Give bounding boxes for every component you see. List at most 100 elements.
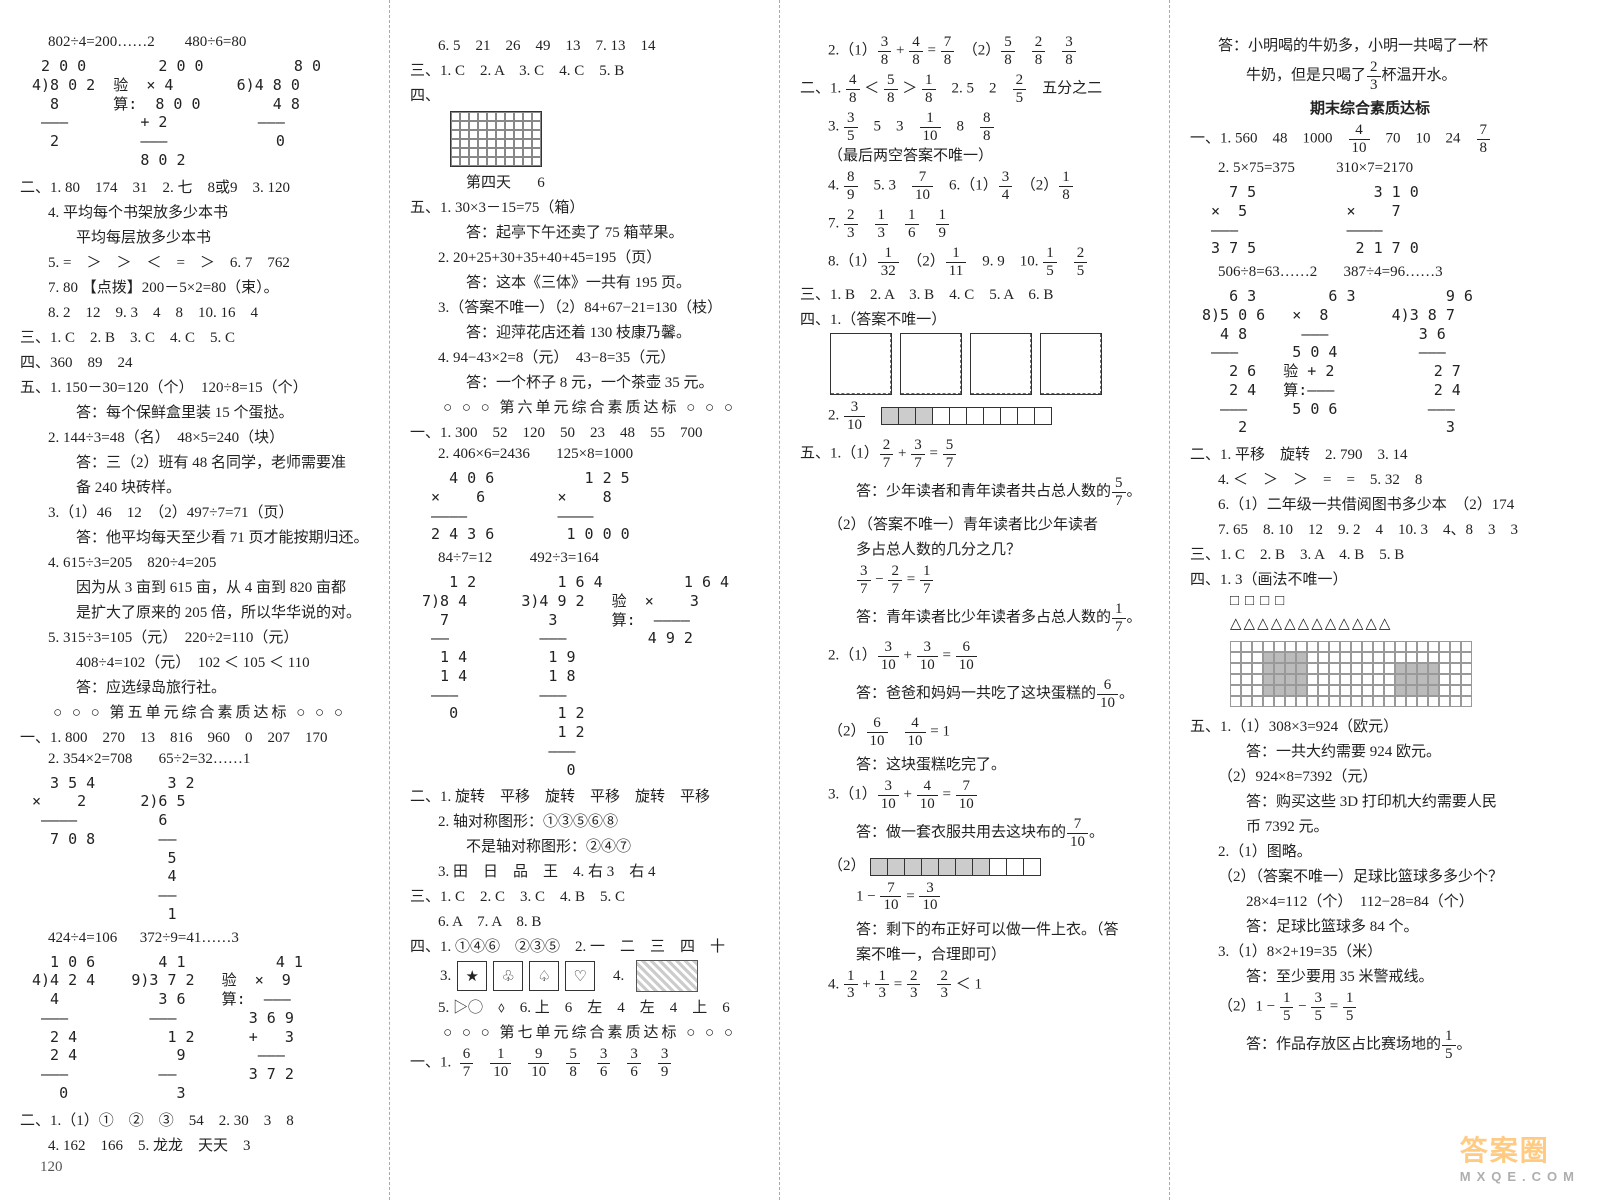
text-line: （2）1 − 15 − 35 = 15 (1190, 990, 1550, 1024)
text-line: 2. 5×75=375 310×7=2170 (1190, 160, 1550, 177)
text-line: △△△△△△△△△△△△ (1230, 614, 1550, 633)
text-line: （2）（答案不唯一）青年读者比少年读者 (800, 513, 1159, 534)
text-line: 2. 354×2=708 65÷2=32……1 (20, 751, 379, 768)
text-line: 答：迎萍花店还着 130 枝康乃馨。 (410, 321, 769, 342)
watermark: 答案圈 MXQE.COM (1460, 1129, 1580, 1184)
text-line: ○ ○ ○ 第六单元综合素质达标 ○ ○ ○ (410, 396, 769, 417)
text-line: 3.（答案不唯一）（2）84+67−21=130（枝） (410, 296, 769, 317)
column: 802÷4=200……2 480÷6=80 2 0 0 2 0 0 8 0 4)… (0, 0, 390, 1200)
text-line: 三、1. C 2. B 3. A 4. B 5. B (1190, 543, 1550, 564)
text-line: 答：少年读者和青年读者共占总人数的57。 (800, 475, 1159, 509)
text-line: 506÷8=63……2 387÷4=96……3 (1190, 264, 1550, 281)
text-line: 三、1. B 2. A 3. B 4. C 5. A 6. B (800, 283, 1159, 304)
text-line: 多占总人数的几分之几？ (800, 538, 1159, 559)
text-line: 答：剩下的布正好可以做一件上衣。（答 (800, 918, 1159, 939)
text-line: 3.（1）8×2+19=35（米） (1190, 940, 1550, 961)
text-line: 7. 23 13 16 19 (800, 207, 1159, 241)
text-line: 2. 310 (800, 399, 1159, 433)
text-line: 4. 13 + 13 = 23 23 ＜ 1 (800, 968, 1159, 1002)
column: 2.（1）38 + 48 = 78 （2）58 28 38二、1. 48 ＜ 5… (780, 0, 1170, 1200)
text-line: 答：他平均每天至少看 71 页才能按期归还。 (20, 526, 379, 547)
text-line: 不是轴对称图形：②④⑦ (410, 835, 769, 856)
text-line: 答：作品存放区占比赛场地的15。 (1190, 1028, 1550, 1062)
text-line: 8. 2 12 9. 3 4 8 10. 16 4 (20, 301, 379, 322)
text-line: 四、1. 3（画法不唯一） (1190, 568, 1550, 589)
text-line: 牛奶，但是只喝了23杯温开水。 (1190, 59, 1550, 93)
text-line: 二、1. 平移 旋转 2. 790 3. 14 (1190, 443, 1550, 464)
text-line: 答：这本《三体》一共有 195 页。 (410, 271, 769, 292)
text-line: 4. 89 5. 3 710 6.（1）34 （2）18 (800, 169, 1159, 203)
text-line: 第四天 6 (410, 171, 769, 192)
text-line: 3 5 4 3 2 × 2 2)6 5 ———— 6 7 0 8 —— 5 4 … (20, 772, 379, 926)
text-line: 5. 315÷3=105（元） 220÷2=110（元） (20, 626, 379, 647)
text-line: 2. 轴对称图形：①③⑤⑥⑧ (410, 810, 769, 831)
text-line: 答：这块蛋糕吃完了。 (800, 753, 1159, 774)
text-line: 五、1.（1）308×3=924（欧元） (1190, 715, 1550, 736)
text-line: 2.（1）图略。 (1190, 840, 1550, 861)
text-line: 二、1.（1）① ② ③ 54 2. 30 3 8 (20, 1109, 379, 1130)
text-line: 五、1. 30×3－15=75（箱） (410, 196, 769, 217)
text-line: 6. 5 21 26 49 13 7. 13 14 (410, 34, 769, 55)
text-line: 备 240 块砖样。 (20, 476, 379, 497)
text-line: 3. 35 5 3 110 8 88（最后两空答案不唯一） (800, 110, 1159, 165)
text-line: 408÷4=102（元） 102 ＜ 105 ＜ 110 (20, 651, 379, 672)
text-line: 28×4=112（个） 112−28=84（个） (1190, 890, 1550, 911)
text-line: 答：至少要用 35 米警戒线。 (1190, 965, 1550, 986)
text-line: 答：足球比篮球多 84 个。 (1190, 915, 1550, 936)
text-line: 四、 (410, 84, 769, 105)
text-line: 802÷4=200……2 480÷6=80 (20, 34, 379, 51)
text-line: 6 3 6 3 9 6 8)5 0 6 × 8 4)3 8 7 4 8 ——— … (1190, 285, 1550, 439)
text-line: 答：一共大约需要 924 欧元。 (1190, 740, 1550, 761)
text-line: （2）610 410 = 1 (800, 715, 1159, 749)
text-line: 4. 94−43×2=8（元） 43−8=35（元） (410, 346, 769, 367)
text-line: 1 − 710 = 310 (800, 880, 1159, 914)
text-line: 2. 144÷3=48（名） 48×5=240（块） (20, 426, 379, 447)
text-line: 是扩大了原来的 205 倍，所以华华说的对。 (20, 601, 379, 622)
column: 6. 5 21 26 49 13 7. 13 14 三、1. C 2. A 3. … (390, 0, 780, 1200)
text-line: 2. 406×6=2436 125×8=1000 (410, 446, 769, 463)
text-line: 3.（1）46 12 （2）497÷7=71（页） (20, 501, 379, 522)
text-line: 2. 20+25+30+35+40+45=195（页） (410, 246, 769, 267)
text-line: 答：小明喝的牛奶多，小明一共喝了一杯 (1190, 34, 1550, 55)
text-line: 7. 65 8. 10 12 9. 2 4 10. 3 4、8 3 3 (1190, 518, 1550, 539)
text-line: 84÷7=12 492÷3=164 (410, 550, 769, 567)
text-line: 期末综合素质达标 (1190, 97, 1550, 118)
text-line: ○ ○ ○ 第五单元综合素质达标 ○ ○ ○ (20, 701, 379, 722)
text-line: 5. ▷◯ ⬨ 6. 上 6 左 4 左 4 上 6 (410, 996, 769, 1017)
text-line: 4. ＜ ＞ ＞ = = 5. 32 8 (1190, 468, 1550, 489)
page-number: 120 (40, 1159, 63, 1176)
text-line: 424÷4=106 372÷9=41……3 (20, 930, 379, 947)
text-line: 答：起亭下午还卖了 75 箱苹果。 (410, 221, 769, 242)
text-line: 答：一个杯子 8 元，一个茶壶 35 元。 (410, 371, 769, 392)
text-line: 因为从 3 亩到 615 亩，从 4 亩到 820 亩都 (20, 576, 379, 597)
text-line: 4 0 6 1 2 5 × 6 × 8 ———— ———— 2 4 3 6 1 … (410, 467, 769, 546)
text-line: 答：做一套衣服共用去这块布的710。 (800, 816, 1159, 850)
text-line: 3. 田 日 品 王 4. 右 3 右 4 (410, 860, 769, 881)
text-line (1190, 637, 1550, 711)
text-line (800, 333, 1159, 395)
text-line: 一、1. 300 52 120 50 23 48 55 700 (410, 421, 769, 442)
text-line: 二、1. 旋转 平移 旋转 平移 旋转 平移 (410, 785, 769, 806)
text-line: 7. 80 【点拨】200－5×2=80（束）。 (20, 276, 379, 297)
text-line: 5. = ＞ ＞ ＜ = ＞ 6. 7 762 (20, 251, 379, 272)
text-line: 三、1. C 2. A 3. C 4. C 5. B (410, 59, 769, 80)
text-line: 2.（1）38 + 48 = 78 （2）58 28 38 (800, 34, 1159, 68)
text-line: ○ ○ ○ 第七单元综合素质达标 ○ ○ ○ (410, 1021, 769, 1042)
text-line: 平均每层放多少本书 (20, 226, 379, 247)
text-line: 四、360 89 24 (20, 351, 379, 372)
text-line: 4. 平均每个书架放多少本书 (20, 201, 379, 222)
text-line: 8.（1）132 （2）111 9. 9 10. 15 25 (800, 245, 1159, 279)
text-line: 币 7392 元。 (1190, 815, 1550, 836)
text-line: 五、1.（1）27 + 37 = 57 (800, 437, 1159, 471)
text-line: 4. 615÷3=205 820÷4=205 (20, 551, 379, 572)
text-line: 答：购买这些 3D 打印机大约需要人民 (1190, 790, 1550, 811)
text-line: 答：每个保鲜盒里装 15 个蛋挞。 (20, 401, 379, 422)
text-line: 五、1. 150－30=120（个） 120÷8=15（个） (20, 376, 379, 397)
text-line: 答：三（2）班有 48 名同学，老师需要准 (20, 451, 379, 472)
text-line: □□□□ (1230, 593, 1550, 610)
text-line: 4. 162 166 5. 龙龙 天天 3 (20, 1134, 379, 1155)
text-line: 1 2 1 6 4 1 6 4 7)8 4 3)4 9 2 验 × 3 7 3 … (410, 571, 769, 781)
text-line: 6. A 7. A 8. B (410, 910, 769, 931)
text-line: 7 5 3 1 0 × 5 × 7 ——— ———— 3 7 5 2 1 7 0 (1190, 181, 1550, 260)
text-line: 案不唯一，合理即可） (800, 943, 1159, 964)
